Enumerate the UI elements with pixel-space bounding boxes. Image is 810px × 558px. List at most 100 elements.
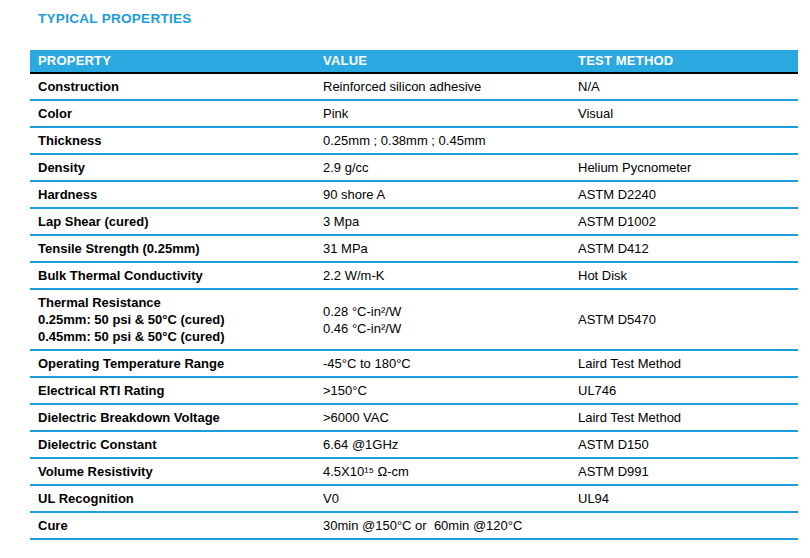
cell-text: 4.5X10¹⁵ Ω-cm — [323, 463, 562, 480]
cell-text: Hot Disk — [578, 267, 790, 284]
table-row: Electrical RTI Rating >150°C UL746 — [30, 377, 798, 404]
cell-text: Thickness — [38, 132, 307, 149]
value-cell: 2.2 W/m-K — [315, 262, 570, 289]
cell-text: 2.2 W/m-K — [323, 267, 562, 284]
header-row: PROPERTY VALUE TEST METHOD — [30, 50, 798, 73]
property-cell: Operating Temperature Range — [30, 350, 315, 377]
cell-text: UL94 — [578, 490, 790, 507]
table-header: PROPERTY VALUE TEST METHOD — [30, 50, 798, 73]
property-cell: Color — [30, 100, 315, 127]
cell-text: UL Recognition — [38, 490, 307, 507]
test-method-cell: ASTM D991 — [570, 458, 798, 485]
cell-text: 3 Mpa — [323, 213, 562, 230]
test-method-cell: ASTM D412 — [570, 235, 798, 262]
test-method-cell: UL746 — [570, 377, 798, 404]
value-cell: -45°C to 180°C — [315, 350, 570, 377]
property-cell: Thickness — [30, 127, 315, 154]
cell-text: 0.28 °C-in²/W — [323, 303, 562, 320]
property-cell: Tensile Strength (0.25mm) — [30, 235, 315, 262]
test-method-cell: Visual — [570, 100, 798, 127]
cell-text: Density — [38, 159, 307, 176]
test-method-cell — [570, 127, 798, 154]
table-row: Cure 30min @150°C or 60min @120°C — [30, 512, 798, 539]
table-row: Color Pink Visual — [30, 100, 798, 127]
cell-text: ASTM D991 — [578, 463, 790, 480]
table-row: Operating Temperature Range -45°C to 180°… — [30, 350, 798, 377]
cell-text: >150°C — [323, 382, 562, 399]
value-cell: 90 shore A — [315, 181, 570, 208]
table-row: UL Recognition V0 UL94 — [30, 485, 798, 512]
column-header-property: PROPERTY — [30, 50, 315, 73]
cell-text: Volume Resistivity — [38, 463, 307, 480]
cell-text: Bulk Thermal Conductivity — [38, 267, 307, 284]
cell-text: Hardness — [38, 186, 307, 203]
value-cell: 0.25mm ; 0.38mm ; 0.45mm — [315, 127, 570, 154]
test-method-cell: Laird Test Method — [570, 404, 798, 431]
property-cell: Density — [30, 154, 315, 181]
cell-text: ASTM D1002 — [578, 213, 790, 230]
cell-text: Pink — [323, 105, 562, 122]
cell-text: 30min @150°C or 60min @120°C — [323, 517, 562, 534]
table-row: Bulk Thermal Conductivity 2.2 W/m-K Hot Di… — [30, 262, 798, 289]
table-row: Thickness 0.25mm ; 0.38mm ; 0.45mm — [30, 127, 798, 154]
property-cell: Hardness — [30, 181, 315, 208]
table-row: Dielectric Constant 6.64 @1GHz ASTM D150 — [30, 431, 798, 458]
cell-text: V0 — [323, 490, 562, 507]
value-cell: Reinforced silicon adhesive — [315, 73, 570, 100]
cell-text: ASTM D150 — [578, 436, 790, 453]
cell-text: Electrical RTI Rating — [38, 382, 307, 399]
property-cell: Cure — [30, 512, 315, 539]
property-cell: Volume Resistivity — [30, 458, 315, 485]
test-method-cell: N/A — [570, 73, 798, 100]
value-cell: 2.9 g/cc — [315, 154, 570, 181]
table-row: Construction Reinforced silicon adhesive N… — [30, 73, 798, 100]
cell-text: UL746 — [578, 382, 790, 399]
table-body: Construction Reinforced silicon adhesive N… — [30, 73, 798, 539]
cell-text: Cure — [38, 517, 307, 534]
cell-text: 0.25mm ; 0.38mm ; 0.45mm — [323, 132, 562, 149]
value-cell: 0.28 °C-in²/W0.46 °C-in²/W — [315, 289, 570, 350]
cell-text: Dielectric Constant — [38, 436, 307, 453]
cell-text: Construction — [38, 78, 307, 95]
cell-text: ASTM D412 — [578, 240, 790, 257]
cell-text: Laird Test Method — [578, 409, 790, 426]
cell-text: 2.9 g/cc — [323, 159, 562, 176]
table-row: Hardness 90 shore A ASTM D2240 — [30, 181, 798, 208]
property-cell: Bulk Thermal Conductivity — [30, 262, 315, 289]
test-method-cell: ASTM D150 — [570, 431, 798, 458]
cell-text: 0.46 °C-in²/W — [323, 320, 562, 337]
property-cell: Dielectric Constant — [30, 431, 315, 458]
column-header-test-method: TEST METHOD — [570, 50, 798, 73]
value-cell: V0 — [315, 485, 570, 512]
cell-text: N/A — [578, 78, 790, 95]
value-cell: Pink — [315, 100, 570, 127]
property-cell: Construction — [30, 73, 315, 100]
table-row: Tensile Strength (0.25mm) 31 MPa ASTM D412 — [30, 235, 798, 262]
cell-text: Dielectric Breakdown Voltage — [38, 409, 307, 426]
cell-text: 0.45mm: 50 psi & 50°C (cured) — [38, 328, 307, 345]
page-title: TYPICAL PROPERTIES — [38, 11, 192, 26]
test-method-cell: UL94 — [570, 485, 798, 512]
property-cell: Thermal Resistance0.25mm: 50 psi & 50°C … — [30, 289, 315, 350]
properties-table: PROPERTY VALUE TEST METHOD Construction R… — [30, 50, 798, 540]
test-method-cell: ASTM D2240 — [570, 181, 798, 208]
cell-text: 31 MPa — [323, 240, 562, 257]
cell-text: Laird Test Method — [578, 355, 790, 372]
column-header-value: VALUE — [315, 50, 570, 73]
test-method-cell: Hot Disk — [570, 262, 798, 289]
cell-text: Operating Temperature Range — [38, 355, 307, 372]
property-cell: UL Recognition — [30, 485, 315, 512]
property-cell: Dielectric Breakdown Voltage — [30, 404, 315, 431]
cell-text: ASTM D5470 — [578, 311, 790, 328]
cell-text: ASTM D2240 — [578, 186, 790, 203]
table-row: Volume Resistivity 4.5X10¹⁵ Ω-cm ASTM D991 — [30, 458, 798, 485]
value-cell: 31 MPa — [315, 235, 570, 262]
value-cell: >6000 VAC — [315, 404, 570, 431]
test-method-cell: ASTM D1002 — [570, 208, 798, 235]
value-cell: 4.5X10¹⁵ Ω-cm — [315, 458, 570, 485]
cell-text: Thermal Resistance — [38, 294, 307, 311]
cell-text: 6.64 @1GHz — [323, 436, 562, 453]
value-cell: >150°C — [315, 377, 570, 404]
cell-text: Lap Shear (cured) — [38, 213, 307, 230]
table-row: Density2.9 g/ccHelium Pycnometer — [30, 154, 798, 181]
